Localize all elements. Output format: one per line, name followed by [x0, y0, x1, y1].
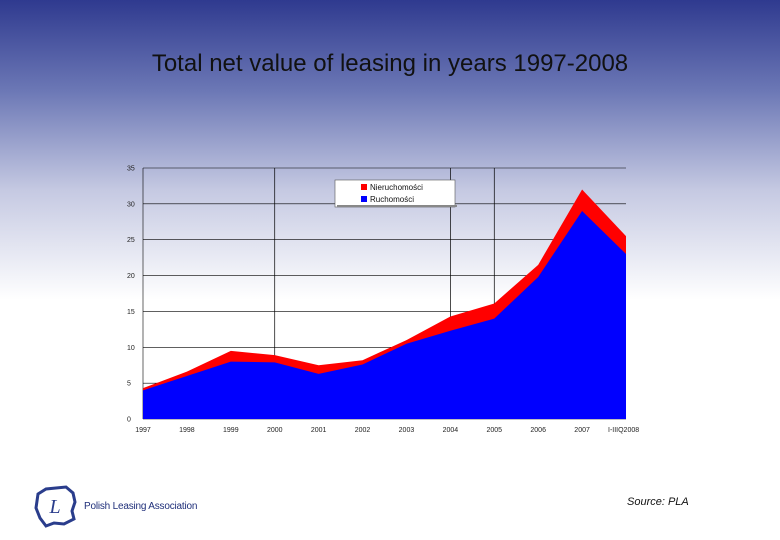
y-tick-label: 15 [127, 309, 135, 316]
x-tick-label: 2001 [311, 427, 327, 434]
y-axis-labels: 0 5 10 15 20 25 30 35 [127, 166, 135, 424]
y-tick-label: 10 [127, 345, 135, 352]
x-tick-label: 2007 [574, 427, 590, 434]
legend-label: Nieruchomości [370, 183, 423, 192]
y-tick-label: 5 [127, 381, 131, 388]
x-tick-label: 1999 [223, 427, 239, 434]
y-tick-label: 20 [127, 273, 135, 280]
legend: Nieruchomości Ruchomości [334, 179, 457, 208]
slide-title: Total net value of leasing in years 1997… [151, 50, 629, 77]
x-tick-label: 2004 [443, 427, 459, 434]
x-tick-label: 2003 [399, 427, 415, 434]
x-axis-labels: 1997 1998 1999 2000 2001 2002 2003 2004 2005 2006… [135, 427, 639, 434]
x-tick-label: 2000 [267, 427, 283, 434]
logo-letter: L [48, 496, 60, 518]
area-ruchomosci [143, 211, 626, 419]
x-tick-label: 1998 [179, 427, 195, 434]
y-tick-label: 0 [127, 417, 131, 424]
x-tick-label: 2002 [355, 427, 371, 434]
x-tick-label: I-IIIQ2008 [608, 427, 639, 434]
y-tick-label: 35 [127, 166, 135, 173]
legend-swatch [361, 196, 367, 202]
x-tick-label: 2006 [530, 427, 546, 434]
poland-map-icon: L [34, 485, 77, 528]
x-tick-label: 2005 [486, 427, 502, 434]
logo: L Polish Leasing Association [32, 484, 197, 528]
source-note: Source: PLA [627, 496, 689, 508]
y-tick-label: 30 [127, 201, 135, 208]
area-series [143, 189, 626, 419]
legend-shadow [337, 205, 457, 207]
y-tick-label: 25 [127, 237, 135, 244]
legend-label: Ruchomości [370, 195, 414, 204]
x-tick-label: 1997 [135, 427, 151, 434]
legend-swatch [361, 184, 367, 190]
logo-text: Polish Leasing Association [84, 500, 198, 512]
legend-box [334, 179, 456, 208]
